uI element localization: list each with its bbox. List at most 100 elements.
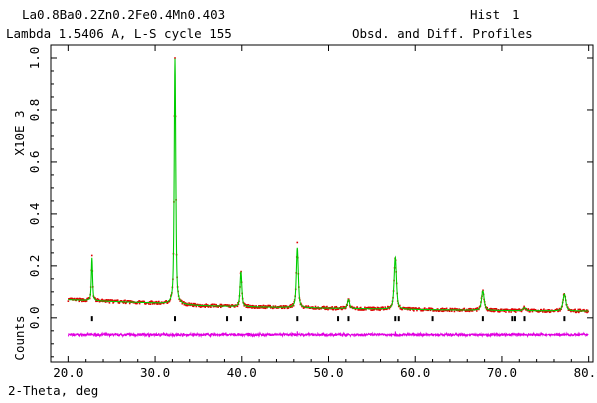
observed-point [577, 311, 580, 314]
observed-point [286, 307, 289, 310]
observed-point [96, 298, 99, 300]
observed-point [453, 308, 455, 311]
observed-point [549, 310, 552, 313]
observed-point [448, 310, 451, 313]
observed-point [281, 307, 283, 310]
observed-point [200, 306, 202, 308]
observed-point [217, 306, 219, 308]
observed-point [317, 306, 319, 308]
observed-point [575, 311, 577, 314]
observed-point [435, 310, 438, 312]
observed-point [243, 302, 246, 305]
observed-point [440, 308, 443, 310]
observed-point [181, 302, 184, 305]
observed-point [234, 306, 236, 308]
observed-point [220, 306, 222, 309]
reflection-tick [431, 316, 434, 322]
observed-point [340, 306, 342, 308]
profile-curves [67, 57, 589, 339]
observed-point [246, 304, 249, 306]
y-tick-label: 1.0 [27, 47, 42, 70]
observed-point [84, 300, 87, 303]
observed-point [546, 310, 549, 313]
observed-point [570, 310, 572, 313]
observed-point [586, 309, 589, 312]
observed-point [370, 309, 372, 311]
observed-point [112, 301, 115, 304]
observed-point [227, 305, 230, 308]
observed-point [416, 309, 418, 312]
observed-point [269, 304, 272, 307]
observed-point [111, 299, 114, 302]
observed-point [149, 303, 152, 305]
observed-point [413, 309, 415, 312]
observed-point [274, 305, 277, 307]
observed-point [559, 310, 561, 312]
observed-point [215, 303, 217, 306]
observed-point [151, 300, 153, 303]
observed-point [282, 305, 285, 307]
reflection-tick [394, 316, 397, 322]
observed-point [405, 307, 407, 309]
observed-point [102, 299, 105, 302]
observed-point [265, 305, 267, 307]
observed-point [492, 308, 494, 310]
observed-point [199, 303, 201, 306]
observed-point [505, 308, 508, 311]
observed-point [548, 309, 550, 311]
observed-point [334, 308, 337, 311]
observed-point [459, 309, 462, 312]
observed-point [78, 297, 81, 300]
observed-point [323, 306, 326, 308]
hist-label: Hist [470, 7, 500, 22]
observed-point [136, 302, 138, 305]
observed-point [543, 308, 545, 311]
observed-point [248, 306, 251, 309]
observed-point [373, 308, 376, 311]
observed-point [486, 309, 489, 312]
observed-point [465, 310, 468, 312]
reflection-tick [563, 316, 566, 322]
observed-point [341, 307, 344, 310]
observed-point [71, 297, 74, 300]
observed-point [220, 303, 223, 306]
observed-point [266, 306, 268, 309]
observed-point [194, 303, 197, 305]
observed-point [105, 299, 108, 301]
observed-point [476, 307, 479, 309]
observed-point [262, 304, 265, 307]
observed-point [356, 306, 358, 308]
observed-point [540, 308, 543, 311]
observed-point [529, 311, 531, 313]
observed-points [67, 57, 589, 314]
observed-point [491, 310, 493, 313]
observed-point [280, 305, 282, 307]
observed-point [160, 302, 162, 305]
observed-point [442, 308, 445, 310]
observed-point [191, 305, 194, 307]
observed-point [289, 304, 291, 307]
observed-point [458, 308, 460, 310]
observed-point [320, 307, 323, 310]
observed-point [369, 306, 371, 309]
observed-point [324, 308, 327, 311]
observed-point [415, 307, 418, 309]
observed-point [511, 308, 514, 311]
observed-point [361, 309, 363, 311]
observed-point [254, 307, 257, 309]
observed-point [208, 305, 210, 308]
calculated-profile-line [68, 58, 589, 312]
observed-point [468, 307, 470, 310]
observed-point [287, 307, 290, 309]
reflection-tick [226, 316, 229, 322]
observed-point [213, 303, 216, 306]
observed-point [263, 307, 266, 309]
observed-point [180, 299, 183, 302]
observed-point [388, 306, 390, 308]
observed-point [354, 308, 357, 311]
observed-point [260, 305, 262, 307]
observed-point [558, 307, 561, 310]
observed-point [266, 305, 269, 308]
observed-point [489, 310, 492, 312]
observed-point [67, 300, 70, 302]
